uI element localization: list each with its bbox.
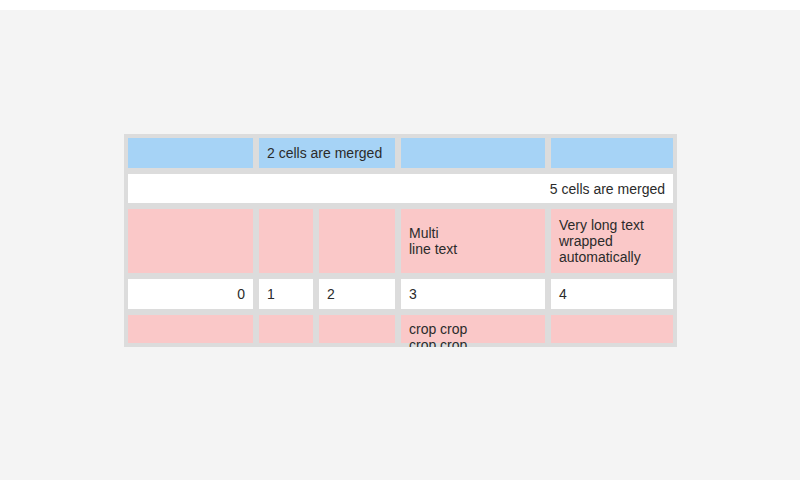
table-cell[interactable] xyxy=(551,315,673,343)
number-cell[interactable]: 3 xyxy=(401,279,545,309)
merged-2-cells[interactable]: 2 cells are merged xyxy=(259,138,395,168)
table-cell[interactable] xyxy=(128,315,253,343)
table-cell[interactable] xyxy=(128,138,253,168)
table-cell[interactable] xyxy=(319,209,395,273)
table-cell[interactable] xyxy=(551,138,673,168)
cropped-text: crop crop crop crop xyxy=(409,321,493,347)
table-cell[interactable] xyxy=(259,209,313,273)
wrapped-text-cell[interactable]: Very long text wrapped automatically xyxy=(551,209,673,273)
merged-5-cells[interactable]: 5 cells are merged xyxy=(128,174,673,203)
top-strip xyxy=(0,0,800,10)
table-cell[interactable] xyxy=(319,315,395,343)
number-cell[interactable]: 0 xyxy=(128,279,253,309)
number-cell[interactable]: 4 xyxy=(551,279,673,309)
number-cell[interactable]: 2 xyxy=(319,279,395,309)
table-widget[interactable]: 2 cells are merged 5 cells are merged Mu… xyxy=(124,134,677,347)
cropped-text-cell[interactable]: crop crop crop crop xyxy=(401,315,545,343)
table-cell[interactable] xyxy=(259,315,313,343)
table-cell[interactable] xyxy=(401,138,545,168)
number-cell[interactable]: 1 xyxy=(259,279,313,309)
multiline-text-cell[interactable]: Multi line text xyxy=(401,209,545,273)
table-cell[interactable] xyxy=(128,209,253,273)
